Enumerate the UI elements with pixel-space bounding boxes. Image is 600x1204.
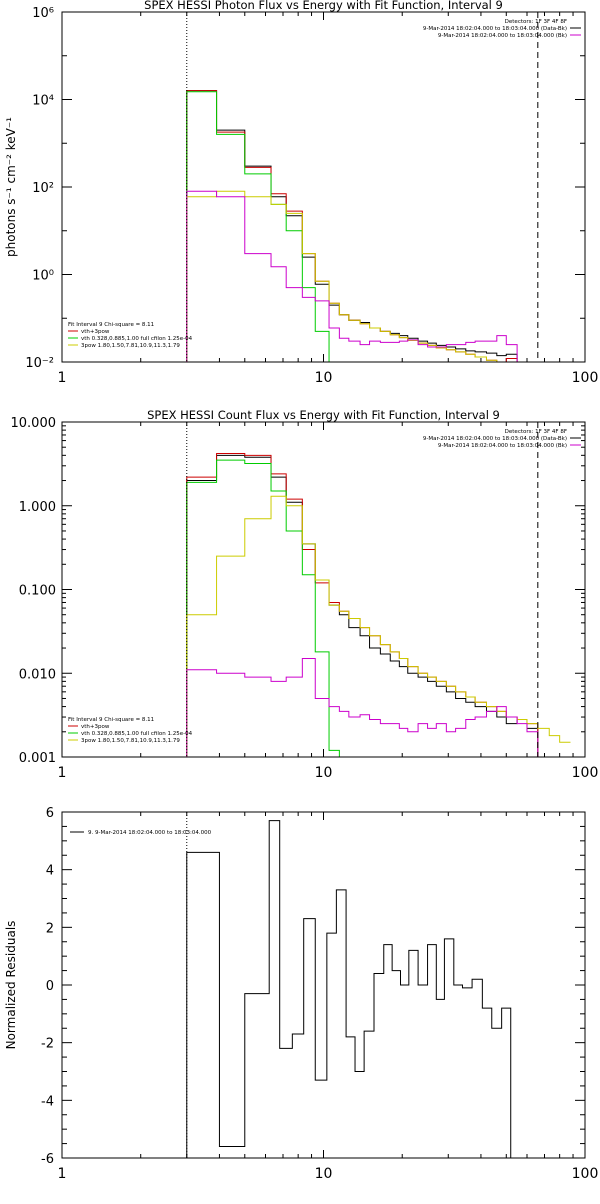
y-tick-label: 0.100: [19, 584, 56, 599]
series-vth-3pow: [186, 453, 539, 757]
x-tick-label: 100: [572, 765, 599, 781]
plot-frame: [61, 11, 586, 363]
series-3pow: [186, 495, 571, 757]
y-tick-label: 0.001: [19, 751, 56, 766]
fit-legend-text: 3pow 1.80,1.50,7.81,10.9,11.3,1.79: [81, 343, 180, 349]
fit-legend-text: Fit Interval 9 Chi-square = 8.11: [68, 717, 154, 723]
y-tick-label: -2: [41, 1037, 54, 1052]
x-tick-label: 1: [58, 1166, 67, 1182]
x-tick-label: 10: [315, 765, 333, 781]
series-group: [186, 453, 571, 757]
legend-text: Detectors: 1F 3F 4F 8F: [505, 19, 567, 25]
legend-text: 9-Mar-2014 18:02:04.000 to 18:03:04.000 …: [423, 26, 567, 32]
y-axis-label: Normalized Residuals: [4, 921, 18, 1050]
y-tick-label: 10⁴: [32, 94, 54, 109]
legend-text: Detectors: 1F 3F 4F 8F: [505, 429, 567, 435]
y-tick-label: 10²: [32, 181, 54, 196]
y-tick-label: 0.010: [19, 667, 56, 682]
y-tick-label: 10⁻²: [25, 356, 54, 371]
series-group: [186, 90, 571, 362]
legend-text: 9-Mar-2014 18:02:04.000 to 18:03:04.000 …: [438, 443, 567, 449]
series-bk: [186, 190, 518, 362]
plot-frame: [61, 811, 586, 1159]
panel-2: [61, 421, 586, 758]
y-tick-label: 10.000: [11, 416, 57, 431]
chart-title: SPEX HESSI Photon Flux vs Energy with Fi…: [144, 0, 503, 12]
panel-1: [61, 11, 586, 363]
y-tick-label: 10⁶: [32, 6, 54, 21]
x-tick-label: 1: [58, 370, 67, 386]
panel-3: [61, 811, 586, 1159]
fit-legend-text: vth+3pow: [81, 724, 110, 730]
series-data-bk: [186, 90, 518, 362]
x-tick-label: 1: [58, 765, 67, 781]
series-vth-3pow: [186, 90, 518, 362]
x-tick-label: 100: [572, 370, 599, 386]
y-axis-label: photons s⁻¹ cm⁻² keV⁻¹: [4, 117, 18, 257]
y-tick-label: -6: [41, 1152, 54, 1167]
series-group: [186, 820, 538, 1158]
x-tick-label: 10: [315, 1166, 333, 1182]
legend-text: 9-Mar-2014 18:02:04.000 to 18:03:04.000 …: [423, 436, 567, 442]
fit-legend-text: vth+3pow: [81, 329, 110, 335]
y-tick-label: -4: [41, 1094, 54, 1109]
x-tick-label: 100: [572, 1166, 599, 1182]
chart-title: SPEX HESSI Count Flux vs Energy with Fit…: [147, 408, 500, 422]
x-tick-label: 10: [315, 370, 333, 386]
fit-legend-text: vth 0.328,0.885,1.00 full cfilon 1.25e-0…: [81, 336, 193, 342]
series-3pow: [186, 190, 571, 362]
plot-frame: [61, 421, 586, 758]
series-vth: [186, 459, 340, 757]
legend-text: 9-Mar-2014 18:02:04.000 to 18:03:04.000 …: [438, 33, 567, 39]
y-tick-label: 2: [46, 921, 54, 936]
series-data-bk: [186, 454, 539, 757]
series-bk: [186, 658, 539, 757]
fit-legend-text: Fit Interval 9 Chi-square = 8.11: [68, 322, 154, 328]
y-tick-label: 6: [46, 806, 54, 821]
fit-legend-text: vth 0.328,0.885,1.00 full cfilon 1.25e-0…: [81, 731, 193, 737]
series-9-9-mar-2014-18-02-04-000-to-18-03-04-000: [186, 820, 538, 1158]
y-tick-label: 10⁰: [32, 269, 54, 284]
y-tick-label: 1.000: [19, 500, 56, 515]
series-vth: [186, 91, 340, 362]
fit-legend-text: 3pow 1.80,1.50,7.81,10.9,11.3,1.79: [81, 738, 180, 744]
legend-text: 9. 9-Mar-2014 18:02:04.000 to 18:03:04.0…: [88, 830, 212, 836]
y-tick-label: 0: [46, 979, 54, 994]
y-tick-label: 4: [46, 864, 54, 879]
